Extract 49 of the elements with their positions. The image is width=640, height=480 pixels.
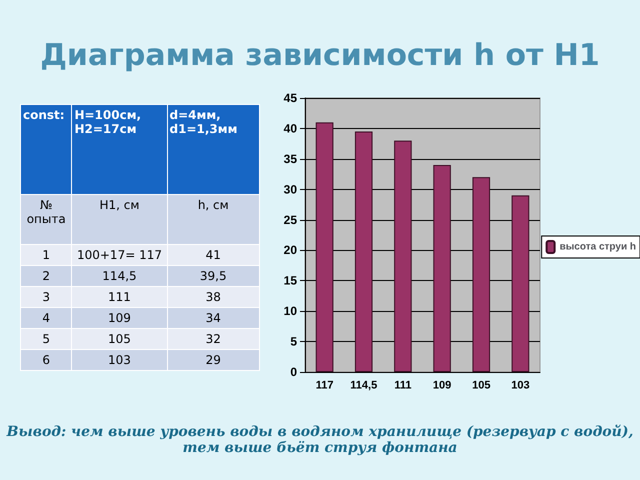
x-tick-label: 103 (511, 380, 530, 392)
text: 103 (72, 350, 168, 370)
text: № опыта (20, 194, 72, 244)
y-tick-label: 45 (284, 91, 298, 105)
x-tick-label: 105 (472, 380, 490, 392)
y-tick-label: 30 (284, 182, 298, 196)
text: H=100см, H2=17см (72, 104, 168, 194)
x-tick-label: 117 (316, 380, 334, 392)
x-tick-label: 111 (394, 380, 412, 392)
bar (394, 140, 412, 372)
text: 114,5 (72, 266, 168, 286)
y-tick-label: 35 (284, 152, 298, 166)
y-tick-label: 5 (290, 334, 298, 349)
y-tick-label: 15 (284, 274, 298, 288)
legend-label: высота струи h (560, 242, 636, 252)
bar (512, 195, 530, 372)
y-tick-label: 40 (284, 121, 298, 136)
text: 32 (167, 328, 260, 350)
text: 111 (72, 286, 168, 308)
text: d=4мм, d1=1,3мм (167, 104, 260, 194)
text: 6 (20, 350, 72, 370)
text: 38 (167, 286, 260, 308)
text: 100+17= 117 (72, 244, 168, 266)
text: 29 (167, 350, 260, 370)
x-tick-label: 114,5 (350, 380, 378, 392)
text: 4 (20, 308, 72, 328)
y-tick-label: 10 (284, 304, 298, 318)
text: h, см (167, 194, 260, 244)
text: H1, см (72, 194, 168, 244)
text: 3 (20, 286, 72, 308)
text: 1 (20, 244, 72, 266)
bar (472, 177, 490, 372)
y-tick-label: 20 (284, 243, 298, 258)
bar (433, 164, 451, 372)
y-tick-label: 25 (284, 212, 298, 227)
text: 109 (72, 308, 168, 328)
text: 5 (20, 328, 72, 350)
text: Вывод: чем выше уровень воды в водяном хранилище (резервуар с водой), тем выше бьёт струя фонтана (5, 424, 634, 456)
text: 34 (167, 308, 260, 328)
text: 41 (167, 244, 260, 266)
text: 2 (20, 266, 72, 286)
text: const: (20, 104, 72, 194)
chart-title: Диаграмма зависимости h от H1 (39, 38, 601, 73)
text: 39,5 (167, 266, 260, 286)
x-tick-label: 109 (432, 380, 452, 392)
bar (316, 122, 334, 372)
bar (354, 131, 373, 372)
text: 105 (72, 328, 168, 350)
y-tick-label: 0 (290, 365, 298, 379)
